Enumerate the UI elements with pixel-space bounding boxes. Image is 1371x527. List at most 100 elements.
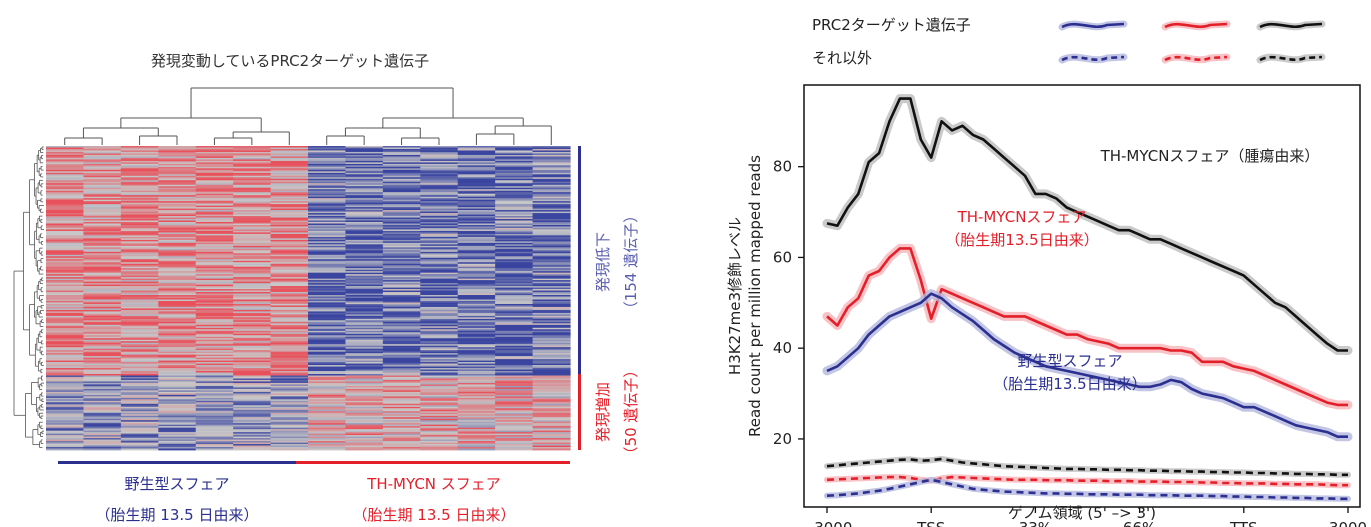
heatmap-cell xyxy=(83,350,122,353)
heatmap-cell xyxy=(532,394,571,397)
heatmap-cell xyxy=(420,339,459,342)
heatmap-cell xyxy=(270,402,309,405)
heatmap-cell xyxy=(345,223,384,226)
heatmap-cell xyxy=(46,412,85,415)
heatmap-cell xyxy=(420,196,459,199)
heatmap-cell xyxy=(195,162,234,165)
heatmap-cell xyxy=(345,350,384,353)
heatmap-cell xyxy=(46,174,85,177)
heatmap-cell xyxy=(46,335,85,338)
heatmap-cell xyxy=(270,226,309,229)
heatmap-cell xyxy=(83,199,122,202)
heatmap-cell xyxy=(308,253,347,256)
heatmap-cell xyxy=(120,224,159,227)
heatmap-cell xyxy=(345,324,384,327)
heatmap-cell xyxy=(420,253,459,256)
heatmap-cell xyxy=(233,439,272,442)
heatmap-cell xyxy=(457,339,496,342)
heatmap-cell xyxy=(382,189,421,192)
heatmap-cell xyxy=(233,230,272,233)
heatmap-cell xyxy=(420,181,459,184)
heatmap-cell xyxy=(270,263,309,266)
heatmap-cell xyxy=(420,445,459,448)
heatmap-cell xyxy=(270,335,309,338)
heatmap-cell xyxy=(532,235,571,238)
heatmap-cell xyxy=(158,394,197,397)
heatmap-cell xyxy=(120,262,159,265)
heatmap-cell xyxy=(345,259,384,262)
heatmap-cell xyxy=(495,318,534,321)
heatmap-cell xyxy=(457,387,496,390)
heatmap-cell xyxy=(195,405,234,408)
heatmap-cell xyxy=(270,423,309,426)
heatmap-cell xyxy=(233,210,272,212)
heatmap-cell xyxy=(270,420,309,423)
heatmap-cell xyxy=(532,330,571,333)
heatmap-cell xyxy=(46,265,85,268)
heatmap-cell xyxy=(382,238,421,241)
heatmap-cell xyxy=(158,178,197,181)
heatmap-cell xyxy=(195,253,234,256)
heatmap-cell xyxy=(382,357,421,360)
heatmap-cell xyxy=(457,199,496,202)
heatmap-cell xyxy=(457,412,496,415)
heatmap-cell xyxy=(495,339,534,342)
heatmap-cell xyxy=(457,414,496,417)
heatmap-cell xyxy=(420,199,459,202)
heatmap-cell xyxy=(420,195,459,198)
heatmap-cell xyxy=(345,265,384,268)
heatmap-cell xyxy=(195,375,234,378)
heatmap-cell xyxy=(382,314,421,317)
heatmap-cell xyxy=(345,287,384,290)
heatmap-cell xyxy=(382,430,421,433)
heatmap-cell xyxy=(120,208,159,211)
heatmap-cell xyxy=(532,160,571,163)
heatmap-cell xyxy=(345,181,384,184)
heatmap-cell xyxy=(345,199,384,202)
heatmap-cell xyxy=(495,148,534,151)
heatmap-cell xyxy=(495,253,534,256)
heatmap-cell xyxy=(195,335,234,338)
heatmap-cell xyxy=(158,406,197,409)
heatmap-cell xyxy=(420,189,459,192)
heatmap-cell xyxy=(120,151,159,154)
heatmap-cell xyxy=(308,333,347,336)
heatmap-cell xyxy=(495,344,534,347)
heatmap-cell xyxy=(158,381,197,384)
heatmap-cell xyxy=(345,382,384,385)
heatmap-cell xyxy=(120,241,159,244)
heatmap-cell xyxy=(382,305,421,308)
heatmap-cell xyxy=(457,220,496,223)
heatmap-cell xyxy=(83,439,122,442)
heatmap-cell xyxy=(308,192,347,195)
heatmap-cell xyxy=(345,286,384,288)
heatmap-cell xyxy=(532,381,571,384)
heatmap-cell xyxy=(120,357,159,360)
heatmap-cell xyxy=(195,168,234,171)
heatmap-cell xyxy=(195,169,234,172)
heatmap-cell xyxy=(420,421,459,424)
heatmap-cell xyxy=(195,163,234,166)
heatmap-cell xyxy=(83,266,122,269)
heatmap-cell xyxy=(308,384,347,387)
heatmap-cell xyxy=(495,341,534,344)
heatmap-cell xyxy=(532,290,571,293)
heatmap-cell xyxy=(83,146,122,148)
heatmap-cell xyxy=(382,268,421,271)
heatmap-cell xyxy=(195,374,234,376)
heatmap-cell xyxy=(532,411,571,414)
heatmap-cell xyxy=(46,303,85,306)
heatmap-cell xyxy=(457,403,496,406)
heatmap-cell xyxy=(382,298,421,300)
heatmap-cell xyxy=(308,390,347,393)
heatmap-cell xyxy=(46,210,85,212)
heatmap-cell xyxy=(308,315,347,318)
heatmap-cell xyxy=(457,350,496,353)
heatmap-cell xyxy=(195,381,234,384)
heatmap-cell xyxy=(457,296,496,299)
heatmap-cell xyxy=(420,338,459,341)
heatmap-cell xyxy=(195,385,234,388)
heatmap-cell xyxy=(345,429,384,432)
heatmap-cell xyxy=(457,278,496,281)
heatmap-cell xyxy=(308,268,347,271)
